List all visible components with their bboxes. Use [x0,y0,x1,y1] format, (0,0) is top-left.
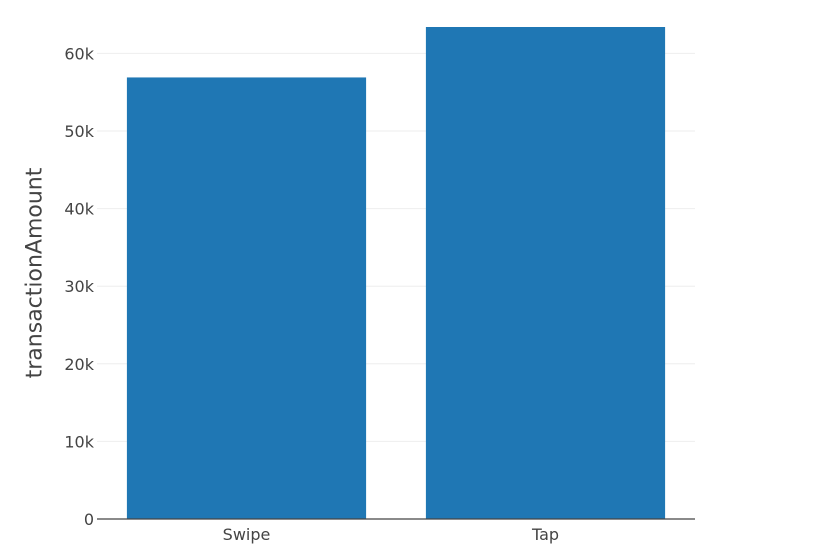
x-tick-label: Swipe [223,525,271,544]
y-tick-label: 50k [64,122,94,141]
y-tick-label: 60k [64,44,94,63]
bars [126,27,666,519]
y-tick-label: 40k [64,200,94,219]
y-tick-label: 10k [64,432,94,451]
x-tick-label: Tap [531,525,559,544]
bar-tap [425,27,666,519]
y-tick-label: 20k [64,355,94,374]
y-tick-label: 0 [84,510,94,529]
x-axis-ticks: Swipe Tap [223,525,559,544]
bar-swipe [126,77,367,519]
y-tick-label: 30k [64,277,94,296]
y-axis-title: transactionAmount [23,167,48,378]
y-axis-ticks: 0 10k 20k 30k 40k 50k 60k [64,44,94,529]
